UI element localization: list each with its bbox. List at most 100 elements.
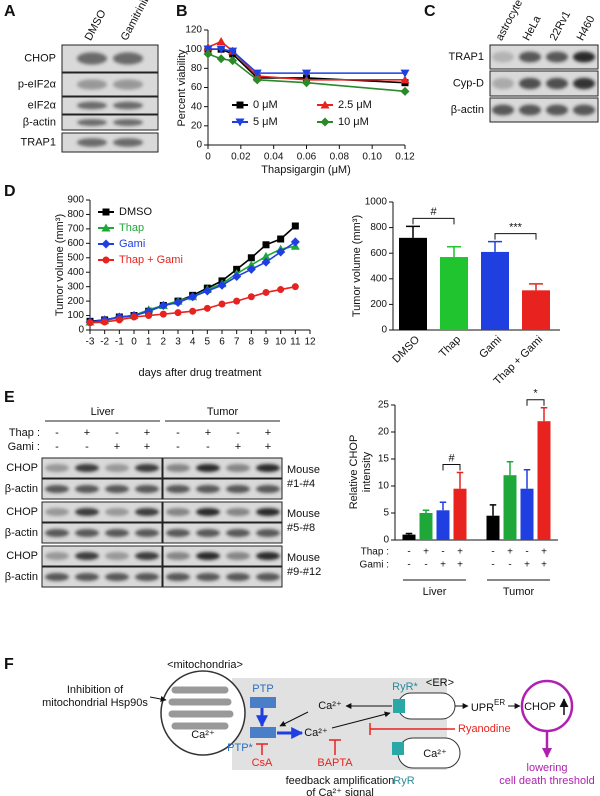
label: RyR — [393, 775, 414, 787]
panel-label: B — [176, 3, 188, 20]
error-bar — [422, 509, 430, 513]
marker — [400, 75, 410, 84]
band — [113, 119, 143, 126]
blot-strip — [41, 478, 163, 500]
band — [105, 508, 129, 516]
band — [135, 485, 159, 493]
column-label: Gamitrinib — [119, 0, 153, 43]
band — [45, 573, 69, 581]
band — [492, 51, 514, 63]
marker — [130, 313, 138, 321]
bracket — [494, 233, 537, 240]
x-tick-label: 0 — [205, 152, 211, 163]
marker — [246, 264, 256, 274]
band — [135, 464, 159, 472]
bar — [402, 534, 416, 540]
error-bar — [405, 532, 413, 535]
y-tick-label: 800 — [67, 209, 84, 220]
sign: - — [176, 427, 180, 439]
band — [45, 485, 69, 493]
marker — [216, 54, 226, 64]
band — [105, 573, 129, 581]
cristae — [168, 686, 234, 730]
series-line — [208, 48, 405, 74]
band — [256, 464, 280, 472]
label: lowering — [527, 762, 568, 774]
marker — [400, 86, 410, 96]
label: UPR — [471, 702, 494, 714]
marker — [291, 222, 299, 230]
y-tick-label: 700 — [67, 224, 84, 235]
band — [105, 464, 129, 472]
band — [75, 529, 99, 537]
blot-strip — [61, 96, 159, 115]
panel-label: C — [424, 3, 436, 20]
y-axis-label: Tumor volume (mm³) — [54, 214, 66, 316]
annotation: # — [430, 206, 437, 218]
row-label: CHOP — [6, 506, 38, 518]
marker — [400, 69, 410, 78]
legend-marker — [236, 101, 244, 109]
row-label: Gami : — [360, 560, 389, 571]
band — [45, 464, 69, 472]
row-label: β-actin — [23, 116, 56, 128]
y-tick-label: 800 — [370, 222, 387, 233]
row-label: p-eIF2α — [18, 78, 57, 90]
band — [226, 464, 250, 472]
y-tick-label: 500 — [67, 252, 84, 263]
x-tick-label: 0 — [131, 337, 137, 348]
y-tick-label: 400 — [370, 273, 387, 284]
x-tick-label: 0.06 — [297, 152, 317, 163]
diagram: <mitochondria> Inhibition of mitochondri… — [42, 659, 595, 796]
band — [113, 79, 143, 90]
marker — [228, 47, 238, 56]
sign: - — [525, 547, 528, 558]
legend-marker — [102, 256, 110, 264]
band — [105, 529, 129, 537]
band — [166, 552, 190, 560]
row-label: Thap : — [361, 547, 389, 558]
marker — [189, 307, 197, 315]
y-tick-label: 0 — [381, 325, 387, 336]
marker — [217, 280, 227, 290]
sign: + — [457, 560, 463, 571]
marker — [277, 235, 285, 243]
y-tick-label: 0 — [383, 535, 389, 546]
group-label: Tumor — [207, 406, 239, 418]
band — [256, 508, 280, 516]
band — [113, 52, 143, 65]
bar — [537, 421, 551, 540]
bar — [522, 290, 550, 330]
band — [256, 529, 280, 537]
ryr-star-channel — [393, 699, 405, 713]
label: <ER> — [426, 677, 454, 689]
band — [519, 77, 541, 90]
panel-label: D — [4, 183, 16, 200]
sign: - — [85, 441, 89, 453]
band — [546, 51, 568, 63]
band — [135, 552, 159, 560]
band — [77, 79, 107, 90]
sign: + — [144, 427, 150, 439]
error-bar — [488, 240, 502, 252]
row-label: eIF2α — [28, 99, 57, 111]
inhibition — [369, 723, 455, 735]
arrow — [149, 696, 167, 702]
label: RyR* — [392, 681, 418, 693]
column-label: H460 — [575, 14, 598, 43]
row-label: CHOP — [6, 550, 38, 562]
blot-strip — [41, 566, 163, 588]
band — [226, 529, 250, 537]
band — [256, 573, 280, 581]
sign: - — [236, 427, 240, 439]
label: CsA — [252, 757, 273, 769]
error-bar — [456, 471, 464, 489]
error-bar — [439, 501, 447, 511]
marker — [203, 304, 211, 312]
label: Ca²⁺ — [318, 700, 342, 712]
y-tick-label: 0 — [196, 140, 202, 151]
marker — [261, 257, 271, 267]
band — [77, 119, 107, 126]
treatment-label: Thap : — [9, 427, 40, 439]
band — [196, 529, 220, 537]
